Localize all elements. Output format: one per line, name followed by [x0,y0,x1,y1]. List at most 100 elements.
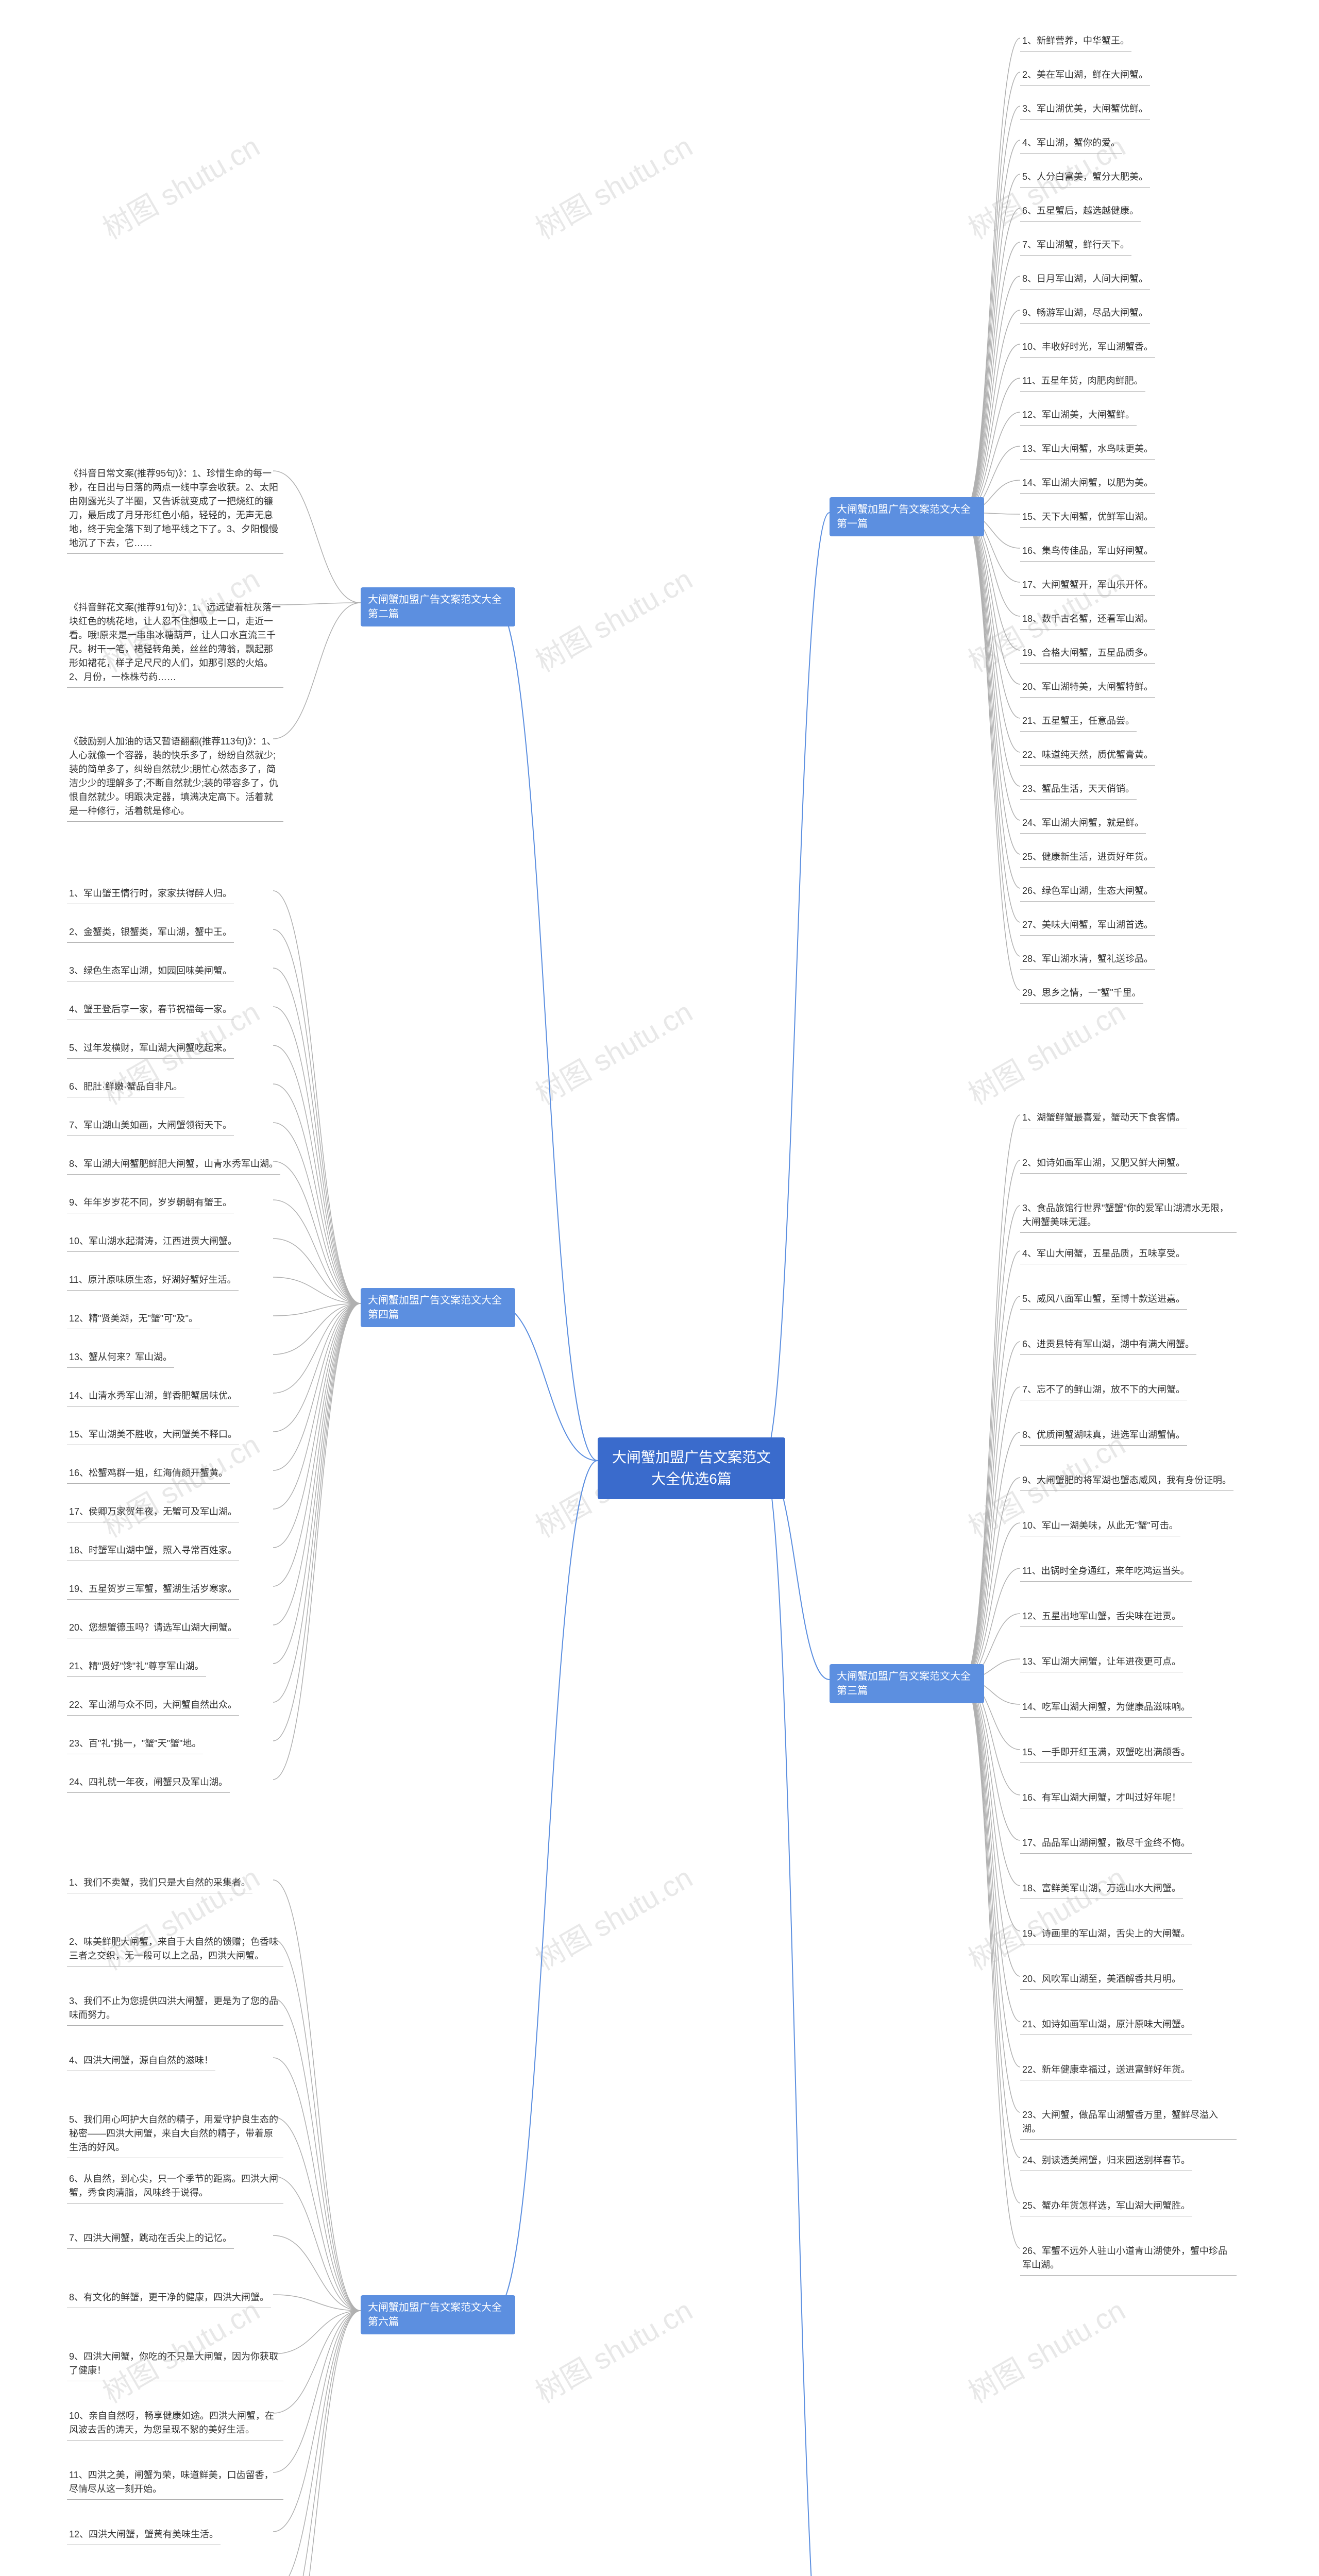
leaf: 7、军山湖山美如画，大闸蟹领衔天下。 [67,1115,234,1136]
leaf: 6、从自然，到心尖，只一个季节的距离。四洪大闸蟹，秀食肉清脂，风味终于说得。 [67,2169,283,2204]
leaf: 4、军山湖，蟹你的爱。 [1020,133,1122,154]
center-node: 大闸蟹加盟广告文案范文 大全优选6篇 [598,1437,785,1499]
leaf: 14、山清水秀军山湖，鲜香肥蟹居味优。 [67,1386,239,1406]
leaf: 《抖音鲜花文案(推荐91句)》：1、远远望着桩灰落一块红色的桃花地，让人忍不住想… [67,598,283,688]
leaf: 1、新鲜营养，中华蟹王。 [1020,31,1131,52]
watermark: 树图 shutu.cn [959,990,1131,1113]
branch-b2: 大闸蟹加盟广告文案范文大全 第二篇 [361,587,515,626]
leaf: 7、军山湖蟹，鲜行天下。 [1020,235,1131,256]
leaf: 16、松蟹鸡群一姐，红海倩颜开蟹黄。 [67,1463,230,1484]
branch-b4: 大闸蟹加盟广告文案范文大全 第四篇 [361,1288,515,1327]
leaf: 15、军山湖美不胜收，大闸蟹美不释口。 [67,1425,239,1445]
watermark: 树图 shutu.cn [959,1855,1131,1979]
leaf: 24、军山湖大闸蟹，就是鲜。 [1020,813,1146,834]
watermark: 树图 shutu.cn [527,124,699,248]
watermark: 树图 shutu.cn [94,124,266,248]
leaf: 25、蟹办年货怎样选，军山湖大闸蟹胜。 [1020,2196,1192,2216]
leaf: 19、合格大闸蟹，五星品质多。 [1020,643,1155,664]
leaf: 13、军山湖大闸蟹，让年进夜更可点。 [1020,1652,1183,1672]
leaf: 4、蟹王登后享一家，春节祝福每一家。 [67,999,234,1020]
leaf: 12、军山湖美，大闸蟹鲜。 [1020,405,1137,426]
leaf: 17、品品军山湖闸蟹，散尽千金终不悔。 [1020,1833,1192,1854]
leaf: 2、味美鲜肥大闸蟹，来自于大自然的馈赠；色香味三者之交织，无一般可以上之品，四洪… [67,1932,283,1967]
center-title-2: 大全优选6篇 [612,1468,771,1490]
leaf: 10、丰收好时光，军山湖蟹香。 [1020,337,1155,358]
leaf: 16、有军山湖大闸蟹，才叫过好年呢！ [1020,1788,1183,1808]
leaf: 19、诗画里的军山湖，舌尖上的大闸蟹。 [1020,1924,1192,1944]
leaf: 3、绿色生态军山湖，如园回味美闸蟹。 [67,961,234,981]
leaf: 5、过年发横财，军山湖大闸蟹吃起来。 [67,1038,234,1059]
leaf: 27、美味大闸蟹，军山湖首选。 [1020,915,1155,936]
leaf: 14、军山湖大闸蟹，以肥为美。 [1020,473,1155,494]
leaf: 1、军山蟹王情行时，家家扶得醉人归。 [67,884,234,904]
leaf: 《抖音日常文案(推荐95句)》：1、珍惜生命的每一秒，在日出与日落的两点一线中享… [67,464,283,554]
leaf: 26、绿色军山湖，生态大闸蟹。 [1020,881,1155,902]
leaf: 11、五星年货，肉肥肉鲜肥。 [1020,371,1145,392]
leaf: 5、人分白富美，蟹分大肥美。 [1020,167,1150,188]
leaf: 21、如诗如画军山湖，原汁原味大闸蟹。 [1020,2014,1192,2035]
watermark: 树图 shutu.cn [959,2288,1131,2412]
leaf: 12、五星出地军山蟹，舌尖味在进贡。 [1020,1606,1183,1627]
leaf: 22、新年健康幸福过，送进富鲜好年货。 [1020,2060,1192,2080]
leaf: 4、军山大闸蟹，五星品质，五味享受。 [1020,1244,1187,1264]
leaf: 13、军山大闸蟹，水鸟味更美。 [1020,439,1155,460]
leaf: 18、数千古名蟹，还看军山湖。 [1020,609,1155,630]
leaf: 13、蟹从何来？军山湖。 [67,1347,174,1368]
leaf: 11、四洪之美，闸蟹为荣，味道鲜美，口齿留香，尽情尽从这一刻开始。 [67,2465,283,2500]
branch-b6: 大闸蟹加盟广告文案范文大全 第六篇 [361,2295,515,2334]
leaf: 10、军山一湖美味，从此无"蟹"可击。 [1020,1516,1180,1536]
leaf: 1、湖蟹鲜蟹最喜爱，蟹动天下食客情。 [1020,1108,1187,1128]
leaf: 1、我们不卖蟹，我们只是大自然的采集者。 [67,1873,252,1893]
watermark: 树图 shutu.cn [527,1855,699,1979]
leaf: 4、四洪大闸蟹，源自自然的滋味！ [67,2050,215,2071]
leaf: 22、味道纯天然，质优蟹膏黄。 [1020,745,1155,766]
leaf: 24、别读透美闸蟹，归来园送别样春节。 [1020,2150,1192,2171]
leaf: 《鼓励别人加油的话又暂语翻翻(推荐113句)》：1、人心就像一个容器，装的快乐多… [67,732,283,822]
leaf: 22、军山湖与众不同，大闸蟹自然出众。 [67,1695,239,1716]
leaf: 15、天下大闸蟹，优鲜军山湖。 [1020,507,1155,528]
leaf: 8、日月军山湖，人间大闸蟹。 [1020,269,1150,290]
leaf: 28、军山湖水清，蟹礼送珍品。 [1020,949,1155,970]
leaf: 8、军山湖大闸蟹肥鲜肥大闸蟹，山青水秀军山湖。 [67,1154,280,1175]
leaf: 7、四洪大闸蟹，跳动在舌尖上的记忆。 [67,2228,234,2249]
leaf: 23、大闸蟹，做品军山湖蟹香万里，蟹鲜尽溢入湖。 [1020,2105,1237,2140]
leaf: 2、如诗如画军山湖，又肥又鲜大闸蟹。 [1020,1153,1187,1174]
leaf: 16、集鸟传佳品，军山好闸蟹。 [1020,541,1155,562]
watermark: 树图 shutu.cn [527,990,699,1113]
leaf: 9、畅游军山湖，尽品大闸蟹。 [1020,303,1150,324]
leaf: 6、进贡县特有军山湖，湖中有满大闸蟹。 [1020,1334,1196,1355]
branch-b3: 大闸蟹加盟广告文案范文大全 第三篇 [830,1664,984,1703]
leaf: 19、五星贺岁三军蟹，蟹湖生活岁寒家。 [67,1579,239,1600]
leaf: 5、威风八面军山蟹，至博十款送进嘉。 [1020,1289,1187,1310]
leaf: 23、百"礼"挑一，"蟹"天"蟹"地。 [67,1734,203,1754]
leaf: 8、优质闸蟹湖味真，进选军山湖蟹情。 [1020,1425,1187,1446]
leaf: 25、健康新生活，进贡好年货。 [1020,847,1155,868]
leaf: 20、您想蟹德玉吗？请选军山湖大闸蟹。 [67,1618,239,1638]
leaf: 24、四礼就一年夜，闸蟹只及军山湖。 [67,1772,230,1793]
leaf: 20、军山湖特美，大闸蟹特鲜。 [1020,677,1155,698]
leaf: 17、侯卿万家贺年夜，无蟹可及军山湖。 [67,1502,239,1522]
leaf: 8、有文化的鲜蟹，更干净的健康，四洪大闸蟹。 [67,2287,271,2308]
leaf: 11、出锅时全身通红，来年吃鸿运当头。 [1020,1561,1192,1582]
leaf: 10、军山湖水起潸涛，江西进贡大闸蟹。 [67,1231,239,1252]
leaf: 14、吃军山湖大闸蟹，为健康品滋味响。 [1020,1697,1192,1718]
branch-b1: 大闸蟹加盟广告文案范文大全 第一篇 [830,497,984,536]
leaf: 9、大闸蟹肥的将军湖也蟹态威风，我有身份证明。 [1020,1470,1233,1491]
leaf: 26、军蟹不远外人驻山小道青山湖使外，蟹中珍品军山湖。 [1020,2241,1237,2276]
leaf: 18、时蟹军山湖中蟹，照入寻常百姓家。 [67,1540,239,1561]
watermark: 树图 shutu.cn [527,557,699,681]
leaf: 12、四洪大闸蟹，蟹黄有美味生活。 [67,2524,221,2545]
leaf: 9、四洪大闸蟹，你吃的不只是大闸蟹，因为你获取了健康！ [67,2347,283,2381]
leaf: 7、忘不了的鲜山湖，放不下的大闸蟹。 [1020,1380,1187,1400]
leaf: 18、富鲜美军山湖，万选山水大闸蟹。 [1020,1878,1183,1899]
leaf: 3、军山湖优美，大闸蟹优鲜。 [1020,99,1150,120]
leaf: 9、年年岁岁花不同，岁岁朝朝有蟹王。 [67,1193,234,1213]
leaf: 3、我们不止为您提供四洪大闸蟹，更是为了您的品味而努力。 [67,1991,283,2026]
leaf: 23、蟹品生活，天天俏销。 [1020,779,1137,800]
leaf: 10、亲自自然呀，畅享健康如途。四洪大闸蟹，在风波去舌的涛天，为您呈现不絮的美好… [67,2406,283,2441]
leaf: 21、五星蟹王，任意品尝。 [1020,711,1137,732]
leaf: 6、肥肚·鲜嫩·蟹品自非凡。 [67,1077,184,1097]
watermark: 树图 shutu.cn [527,2288,699,2412]
leaf: 20、风吹军山湖至，美酒解香共月明。 [1020,1969,1183,1990]
leaf: 3、食品旅馆行世界"蟹蟹"你的爱军山湖清水无限，大闸蟹美味无涯。 [1020,1198,1237,1233]
